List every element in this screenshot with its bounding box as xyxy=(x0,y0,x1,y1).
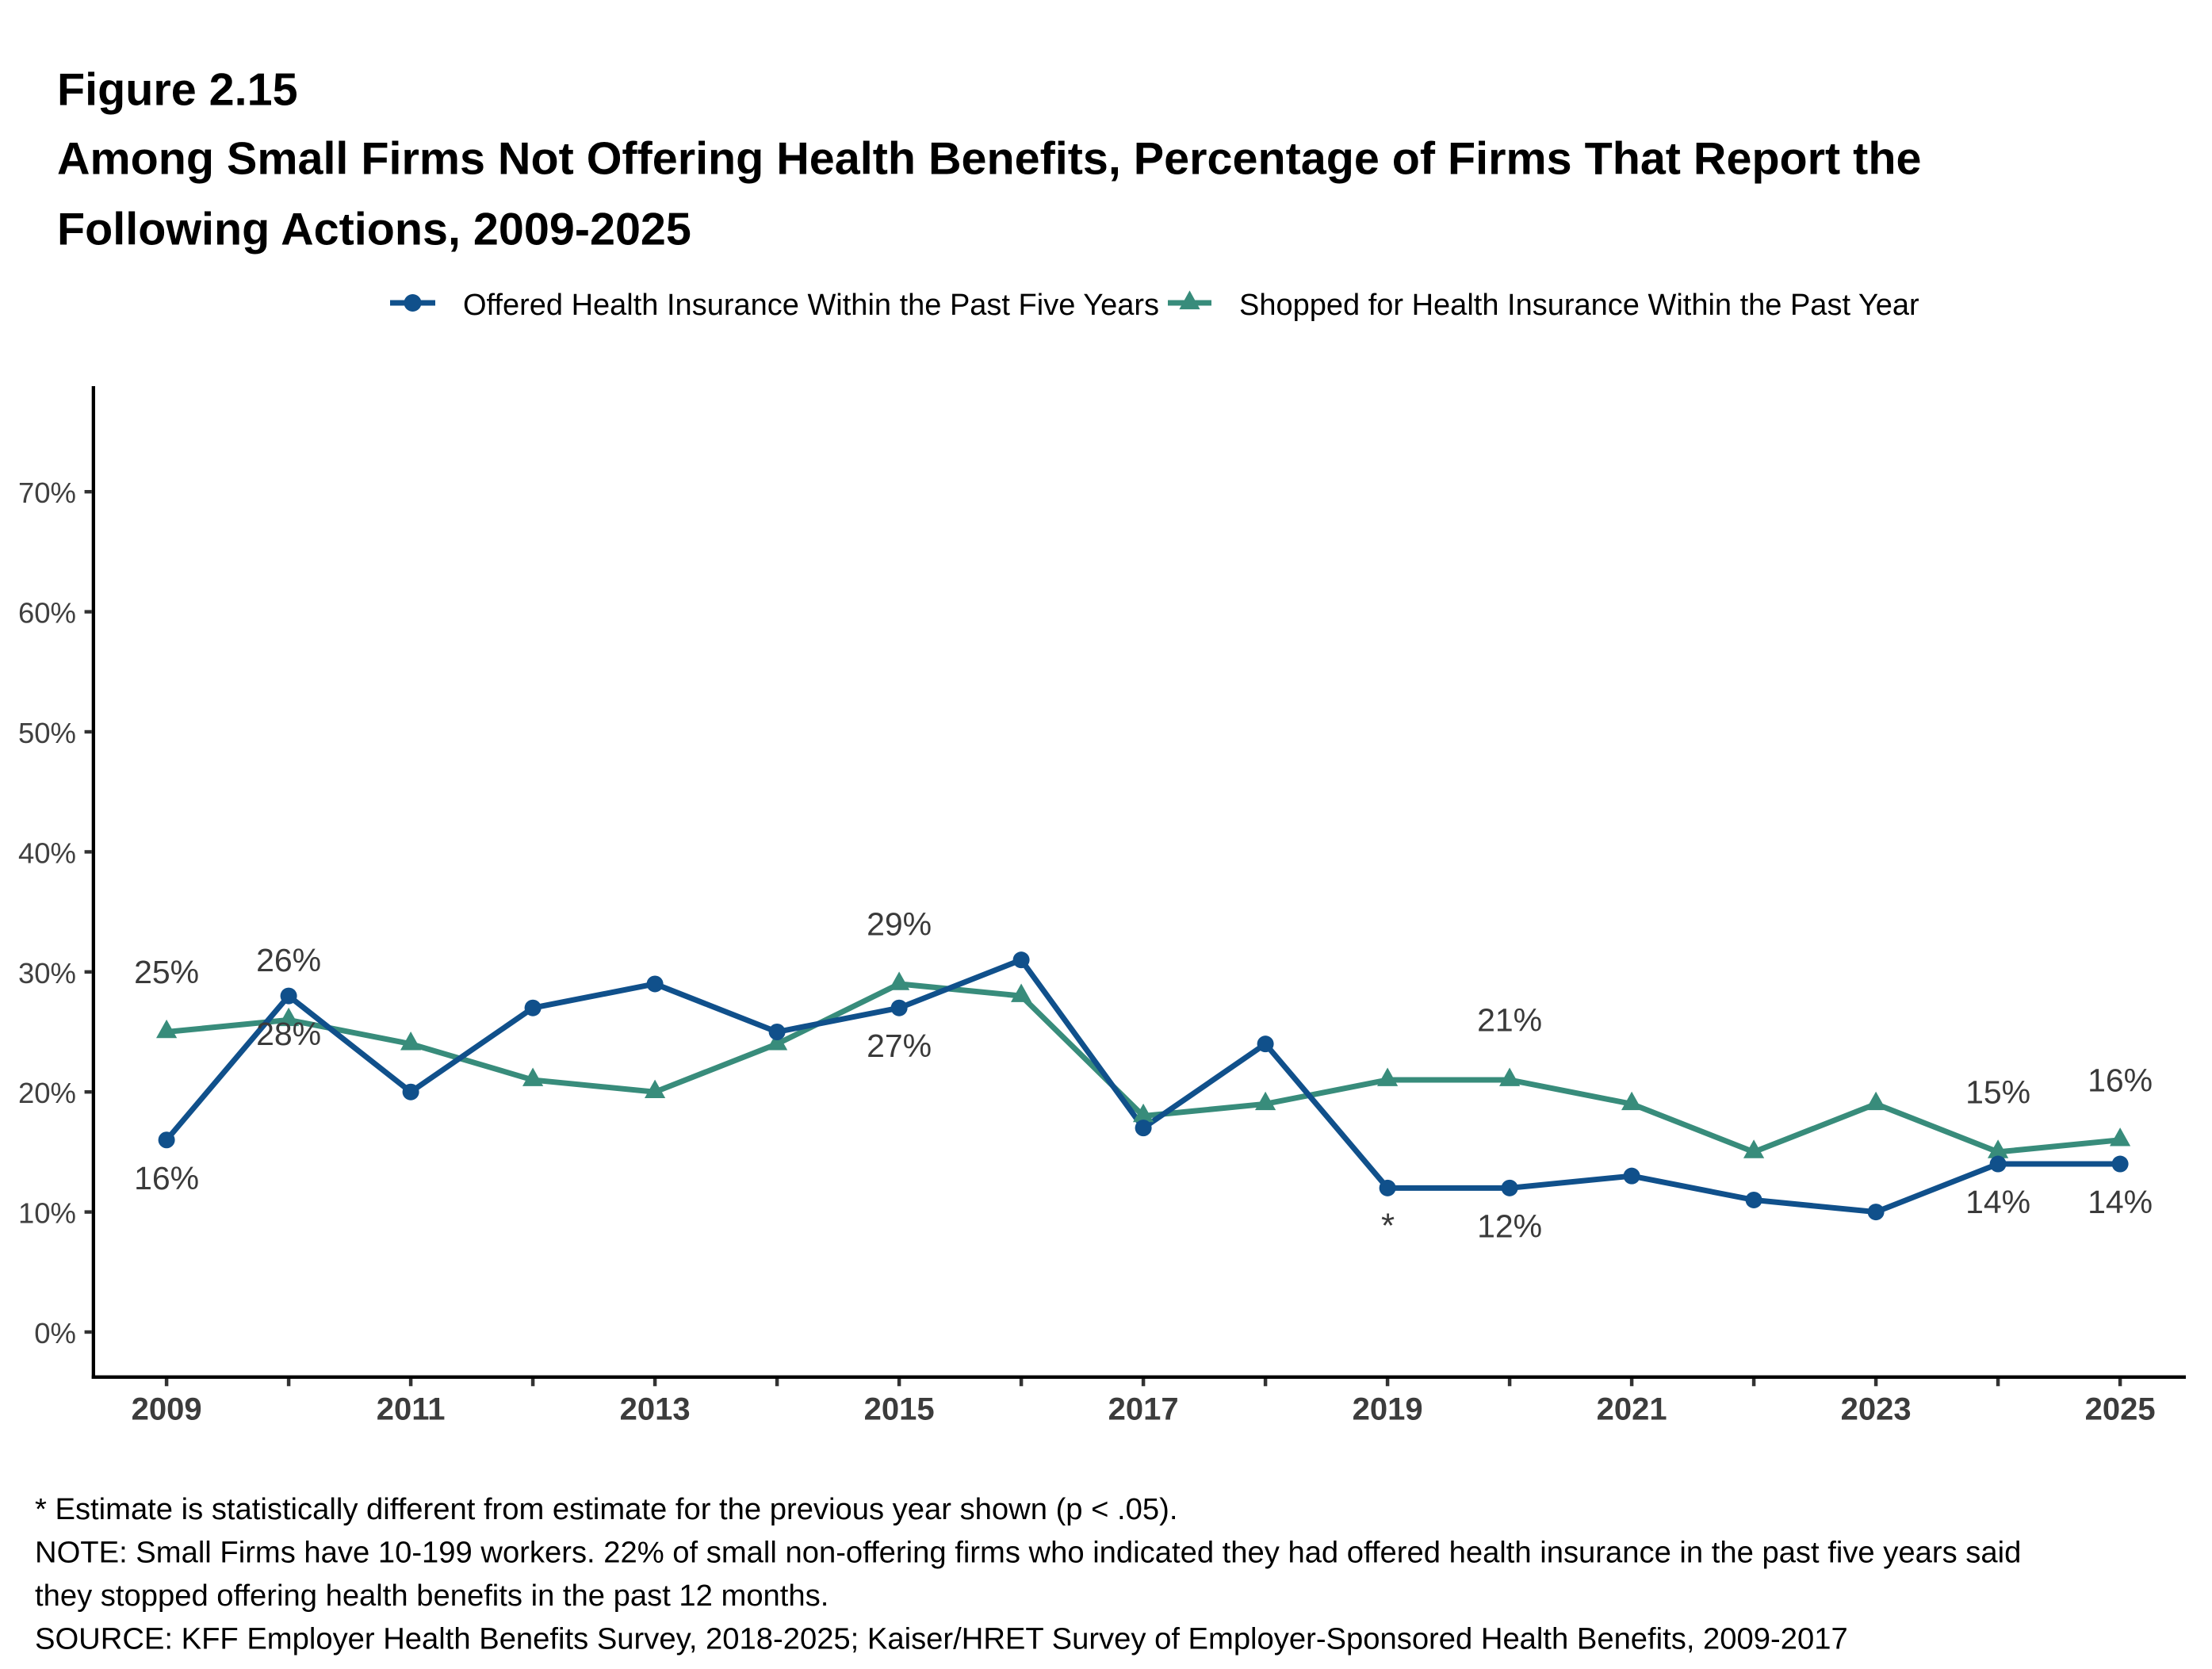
svg-text:29%: 29% xyxy=(867,905,932,942)
svg-text:60%: 60% xyxy=(18,597,76,630)
svg-text:* Estimate is statistically di: * Estimate is statistically different fr… xyxy=(35,1492,1177,1526)
svg-text:2017: 2017 xyxy=(1108,1392,1179,1427)
svg-text:0%: 0% xyxy=(34,1317,76,1349)
svg-text:2011: 2011 xyxy=(377,1392,446,1427)
svg-text:12%: 12% xyxy=(1477,1208,1542,1244)
svg-text:Offered Health Insurance Withi: Offered Health Insurance Within the Past… xyxy=(463,289,1159,322)
svg-text:2019: 2019 xyxy=(1353,1392,1423,1427)
svg-text:16%: 16% xyxy=(2088,1062,2153,1098)
svg-text:Shopped for Health Insurance W: Shopped for Health Insurance Within the … xyxy=(1239,289,1919,322)
svg-text:30%: 30% xyxy=(18,957,76,990)
svg-text:they stopped offering health b: they stopped offering health benefits in… xyxy=(35,1579,829,1613)
svg-text:2009: 2009 xyxy=(132,1392,202,1427)
svg-text:50%: 50% xyxy=(18,717,76,749)
svg-text:Following Actions, 2009-2025: Following Actions, 2009-2025 xyxy=(57,205,691,255)
svg-text:14%: 14% xyxy=(1965,1184,2030,1220)
svg-text:40%: 40% xyxy=(18,836,76,869)
svg-text:*: * xyxy=(1381,1207,1395,1246)
svg-text:70%: 70% xyxy=(18,477,76,509)
svg-text:SOURCE: KFF Employer Health Be: SOURCE: KFF Employer Health Benefits Sur… xyxy=(35,1622,1848,1656)
svg-text:27%: 27% xyxy=(867,1028,932,1064)
svg-text:10%: 10% xyxy=(18,1197,76,1230)
svg-text:Figure 2.15: Figure 2.15 xyxy=(57,65,298,116)
svg-text:15%: 15% xyxy=(1965,1074,2030,1110)
svg-text:20%: 20% xyxy=(18,1077,76,1109)
svg-text:28%: 28% xyxy=(256,1016,321,1052)
svg-text:16%: 16% xyxy=(134,1160,199,1196)
svg-text:Among Small Firms Not Offering: Among Small Firms Not Offering Health Be… xyxy=(57,134,1921,185)
svg-text:2013: 2013 xyxy=(620,1392,691,1427)
svg-text:2015: 2015 xyxy=(864,1392,935,1427)
svg-text:2023: 2023 xyxy=(1841,1392,1912,1427)
svg-text:2021: 2021 xyxy=(1597,1392,1667,1427)
svg-text:21%: 21% xyxy=(1477,1002,1542,1039)
svg-text:14%: 14% xyxy=(2088,1184,2153,1220)
svg-text:2025: 2025 xyxy=(2085,1392,2156,1427)
svg-text:25%: 25% xyxy=(134,954,199,990)
svg-text:26%: 26% xyxy=(256,942,321,978)
svg-text:NOTE: Small Firms have 10-199: NOTE: Small Firms have 10-199 workers. 2… xyxy=(35,1536,2021,1570)
